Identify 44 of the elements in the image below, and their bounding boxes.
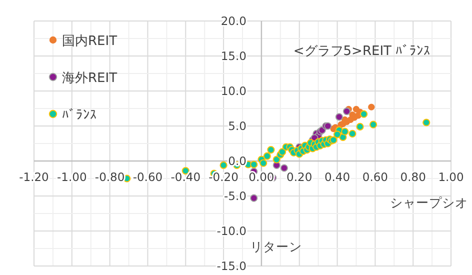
x-tick-label: -1.00 (57, 170, 87, 184)
point (250, 160, 258, 168)
x-tick-label: 0.60 (362, 170, 388, 184)
point (342, 108, 351, 116)
point (220, 161, 228, 169)
point (267, 146, 275, 154)
point (368, 104, 375, 110)
x-tick-label: -0.40 (170, 170, 201, 184)
x-tick-label: -0.20 (208, 170, 238, 184)
y-tick-label: -10.0 (216, 224, 246, 238)
y-tick-label: 5.0 (228, 119, 246, 133)
point (335, 113, 343, 121)
x-tick-label: -0.80 (94, 170, 125, 184)
point (348, 130, 356, 138)
point (260, 159, 268, 167)
x-tick-label: 0.20 (286, 170, 312, 184)
x-tick-label: 0.80 (400, 170, 426, 184)
point (341, 128, 349, 136)
point (250, 194, 258, 202)
x-tick-label: 1.00 (438, 170, 464, 184)
y-tick-label: 10.0 (220, 84, 246, 98)
point (272, 156, 280, 164)
y-tick-label: 0.0 (228, 154, 246, 168)
legend-label: 国内REIT (62, 34, 118, 49)
x-tick-label: 0.40 (324, 170, 350, 184)
legend-label: 海外REIT (62, 71, 118, 86)
x-axis-title: シャープシオ (390, 195, 468, 210)
legend-label: ﾊﾞﾗﾝｽ (62, 108, 97, 123)
point (369, 120, 378, 128)
y-axis-title: リターン (250, 239, 302, 254)
point (360, 110, 368, 118)
point (263, 152, 271, 160)
point (422, 118, 430, 126)
x-tick-label: -1.20 (19, 170, 49, 184)
y-tick-label: -5.0 (224, 189, 246, 203)
y-tick-label: 20.0 (220, 14, 246, 28)
point (333, 130, 342, 138)
point (356, 122, 364, 130)
y-tick-label: -15.0 (216, 259, 246, 273)
point (280, 164, 288, 172)
x-tick-label: -0.60 (132, 170, 163, 184)
y-tick-label: 15.0 (220, 49, 246, 63)
point (278, 148, 286, 156)
text: <グラフ5>REIT ﾊﾞﾗﾝｽ (293, 44, 431, 59)
